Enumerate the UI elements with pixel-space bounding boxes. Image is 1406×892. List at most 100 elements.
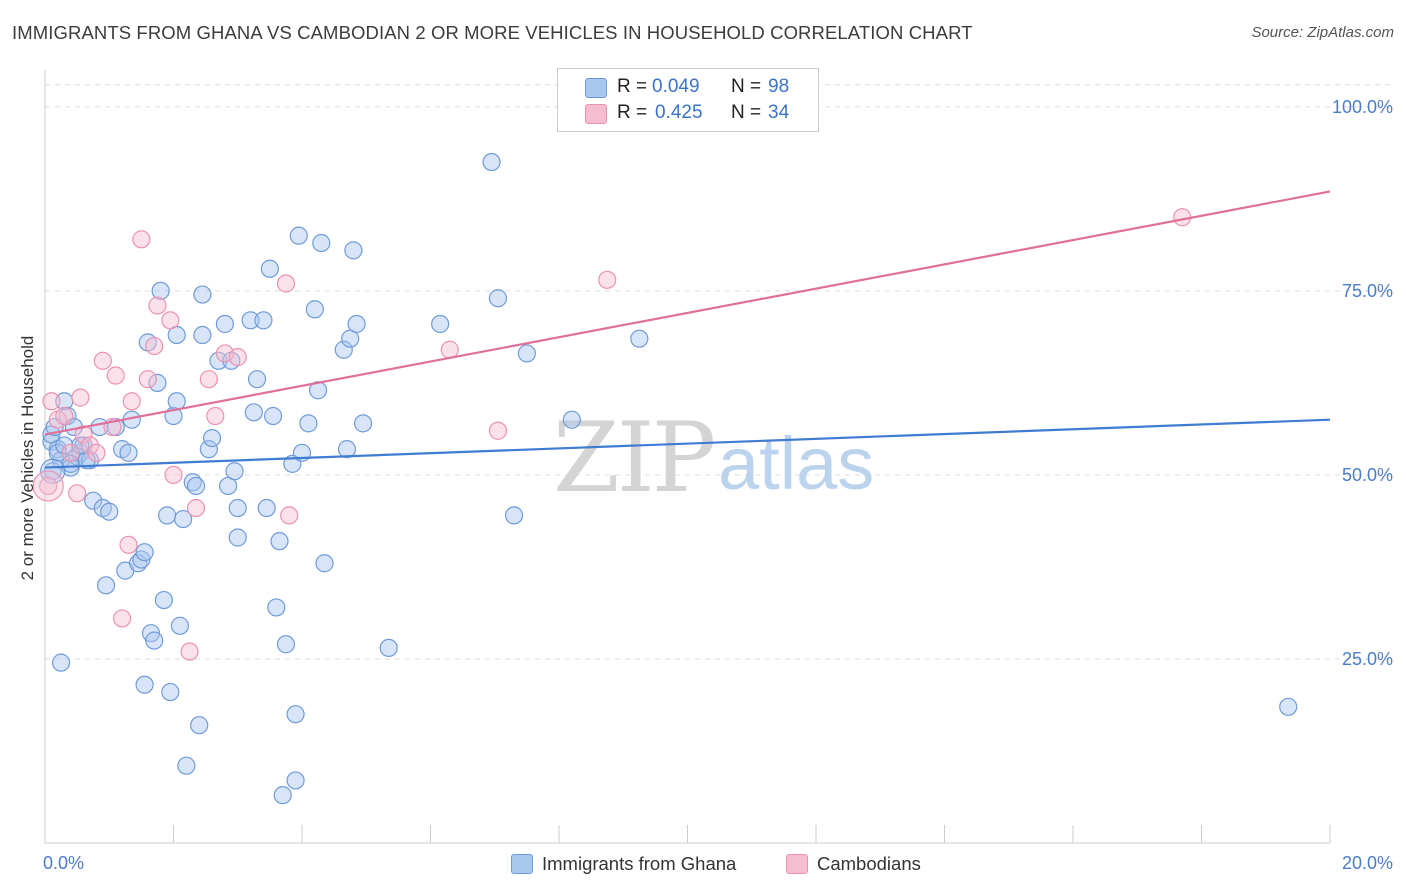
cambodian-point xyxy=(132,230,151,249)
cambodian-point xyxy=(39,476,58,496)
series-legend-ghana-label: Immigrants from Ghana xyxy=(542,853,737,874)
ghana-point xyxy=(273,786,292,805)
cambodian-point xyxy=(106,366,125,385)
series-legend-cambodian-label: Cambodians xyxy=(817,853,921,874)
legend-r-label: R = xyxy=(617,102,648,123)
ghana-point xyxy=(135,675,154,694)
ghana-point xyxy=(199,440,218,459)
cambodian-point xyxy=(87,443,106,462)
ghana-point xyxy=(96,576,116,595)
y-tick-label: 25.0% xyxy=(1342,649,1393,669)
chart-title: IMMIGRANTS FROM GHANA VS CAMBODIAN 2 OR … xyxy=(12,22,973,43)
ghana-point xyxy=(254,311,273,330)
ghana-point xyxy=(562,410,581,429)
ghana-point xyxy=(630,329,649,348)
cambodian-point xyxy=(276,274,296,293)
ghana-point xyxy=(379,638,398,658)
cambodian-point xyxy=(119,535,138,554)
y-tick-label: 75.0% xyxy=(1342,281,1393,301)
source-label: Source: ZipAtlas.com xyxy=(1251,24,1394,41)
ghana-point xyxy=(193,325,212,345)
ghana-point xyxy=(55,436,74,455)
y-axis-label: 2 or more Vehicles in Household xyxy=(18,336,37,581)
cambodian-point-large xyxy=(32,470,64,502)
cambodian-point xyxy=(161,311,180,330)
ghana-point xyxy=(270,532,289,551)
ghana-point xyxy=(190,716,209,735)
cambodian-trend-line xyxy=(44,190,1331,436)
ghana-point xyxy=(51,653,71,672)
legend-r-value: 0.049 xyxy=(652,76,700,97)
ghana-point xyxy=(145,631,164,650)
ghana-point xyxy=(209,351,228,370)
ghana-point xyxy=(157,506,177,525)
cambodian-point xyxy=(42,392,61,411)
ghana-point xyxy=(504,506,524,525)
ghana-point xyxy=(215,314,234,334)
cambodian-point xyxy=(180,642,199,661)
ghana-point xyxy=(347,314,366,334)
ghana-point xyxy=(100,502,119,521)
cambodian-swatch xyxy=(786,854,808,874)
ghana-point xyxy=(228,528,247,547)
cambodian-point xyxy=(228,348,247,367)
ghana-point xyxy=(48,443,67,462)
ghana-trend-line xyxy=(44,418,1331,469)
ghana-swatch xyxy=(511,854,533,874)
ghana-point xyxy=(193,285,212,304)
ghana-point xyxy=(244,403,263,422)
ghana-point xyxy=(312,233,331,253)
series-legend: Immigrants from Ghana Cambodians xyxy=(0,852,1406,878)
ghana-point xyxy=(1279,697,1298,716)
ghana-point xyxy=(148,373,167,392)
legend-n-label: N = xyxy=(731,102,762,123)
grid-lines xyxy=(45,84,1395,660)
ghana-point xyxy=(154,590,173,610)
cambodian-points xyxy=(32,208,1192,661)
tick-labels: 25.0% 50.0% 75.0% 100.0% 0.0% 20.0% xyxy=(43,97,1393,873)
ghana-point xyxy=(71,436,90,455)
cambodian-point xyxy=(71,388,90,407)
ghana-point xyxy=(344,241,363,260)
ghana-point xyxy=(241,311,260,330)
cambodian-point xyxy=(61,443,80,462)
ghana-point xyxy=(334,340,353,359)
cambodian-point xyxy=(55,406,74,426)
ghana-point xyxy=(247,370,267,389)
ghana-swatch xyxy=(585,78,607,98)
ghana-point xyxy=(337,440,357,459)
ghana-point xyxy=(257,498,276,518)
ghana-point xyxy=(267,598,286,617)
cambodian-point xyxy=(138,370,157,389)
ghana-point xyxy=(353,414,373,433)
ghana-point xyxy=(431,314,450,334)
x-tick-label-max: 20.0% xyxy=(1342,853,1393,873)
x-tick-label-min: 0.0% xyxy=(43,853,84,873)
ghana-point xyxy=(260,259,279,278)
ghana-point xyxy=(225,462,244,481)
ghana-point xyxy=(135,543,154,562)
ghana-point xyxy=(228,498,247,518)
cambodian-point xyxy=(74,425,93,444)
cambodian-point xyxy=(68,484,87,503)
ghana-point xyxy=(170,616,190,635)
trend-lines xyxy=(44,190,1331,469)
ghana-point xyxy=(276,635,296,654)
ghana-point xyxy=(488,289,508,308)
cambodian-point xyxy=(145,336,164,356)
ghana-point xyxy=(482,152,501,172)
ghana-point xyxy=(186,476,206,496)
legend-n-label: N = xyxy=(731,76,762,97)
cambodian-point xyxy=(80,436,100,455)
ghana-point xyxy=(161,682,180,702)
cambodian-point xyxy=(148,296,167,315)
ghana-point xyxy=(286,771,305,790)
ghana-point xyxy=(517,344,536,363)
legend-r-value: 0.425 xyxy=(655,102,703,123)
cambodian-point xyxy=(93,351,112,370)
cambodian-point xyxy=(186,498,206,518)
cambodian-point xyxy=(112,609,132,628)
ghana-point xyxy=(151,281,170,300)
cambodian-swatch xyxy=(585,104,607,124)
